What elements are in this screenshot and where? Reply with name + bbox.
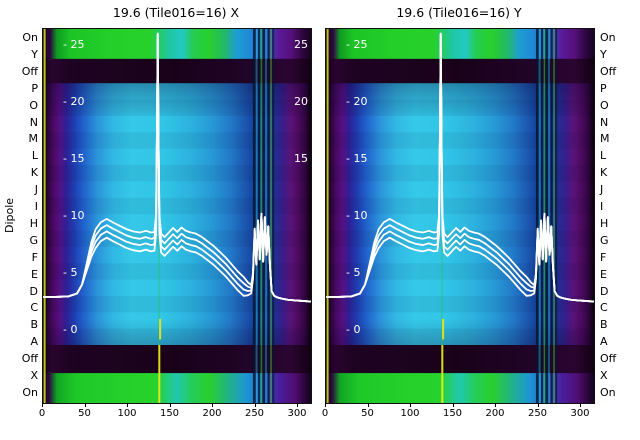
power-tick-label-left: - 5 (63, 266, 78, 279)
x-tick-mark (254, 403, 256, 407)
x-tick-label: 250 (527, 408, 548, 419)
row-label-left: Y (31, 47, 38, 61)
x-tick-label: 300 (287, 408, 307, 419)
x-tick-mark (367, 403, 369, 407)
row-label-right: D (600, 284, 609, 298)
x-tick-mark (495, 403, 496, 407)
row-label-left: N (29, 115, 38, 129)
power-tick-label-left: - 20 (63, 95, 85, 108)
row-label-left: L (31, 149, 38, 163)
x-tick-label: 150 (442, 408, 463, 419)
row-label-left: A (30, 335, 38, 349)
row-label-right: H (600, 216, 609, 230)
power-tick-label-left: - 15 (63, 152, 85, 165)
row-label-left: B (30, 318, 38, 332)
heatmap-canvas-y (326, 29, 594, 403)
row-label-right: On (600, 31, 616, 44)
x-tick-mark (42, 403, 43, 407)
power-tick-label-left: - 10 (346, 209, 368, 222)
row-label-left: J (34, 183, 38, 197)
heatmap-panel-y: - 25 - 20 - 15 - 10 - 5 - 0 (325, 28, 595, 404)
x-tick-label: 200 (202, 408, 222, 419)
row-label-left: Off (21, 64, 38, 78)
row-label-right: N (600, 115, 609, 129)
row-label-left: E (31, 267, 38, 281)
row-label-left: H (29, 216, 38, 230)
x-tick-label: 100 (400, 408, 420, 419)
power-tick-label-left: - 0 (63, 323, 78, 336)
row-label-right: Off (600, 64, 617, 78)
power-tick-label-left: - 5 (346, 266, 361, 279)
panel-title-x: 19.6 (Tile016=16) X (112, 5, 240, 20)
row-label-left: Off (21, 352, 38, 366)
row-label-right: J (600, 183, 604, 197)
power-tick-label-left: - 25 (63, 38, 85, 51)
power-tick-label-left: - 0 (346, 323, 361, 336)
row-label-right: Y (600, 47, 607, 61)
panel-title-y: 19.6 (Tile016=16) Y (396, 5, 522, 20)
row-label-right: C (600, 301, 608, 315)
x-tick-mark (297, 403, 298, 407)
row-label-right: X (600, 369, 608, 383)
row-label-left: P (31, 81, 38, 95)
heatmap-canvas-x (43, 29, 311, 403)
x-tick-mark (452, 403, 454, 407)
row-label-left: M (28, 132, 39, 146)
row-label-right: E (600, 267, 607, 281)
row-label-left: C (30, 301, 38, 315)
x-tick-label: 200 (485, 408, 505, 419)
x-tick-mark (537, 403, 539, 407)
power-tick-label-left: - 25 (346, 38, 368, 51)
row-label-right: F (600, 250, 607, 264)
power-tick-label-right: 25 (294, 38, 308, 51)
row-label-right: L (600, 149, 607, 163)
x-tick-mark (325, 403, 326, 407)
row-label-right: M (600, 132, 610, 146)
row-label-left: O (29, 98, 38, 112)
row-label-right: On (600, 386, 616, 399)
x-tick-mark (212, 403, 213, 407)
x-tick-label: 0 (38, 408, 46, 419)
row-label-left: X (30, 369, 38, 383)
row-label-right: K (600, 166, 608, 180)
row-label-right: P (600, 81, 607, 95)
x-tick-mark (84, 403, 86, 407)
x-tick-mark (580, 403, 581, 407)
row-label-right: A (600, 335, 608, 349)
x-tick-mark (169, 403, 171, 407)
power-tick-label-right: 20 (294, 95, 308, 108)
x-tick-mark (410, 403, 411, 407)
x-tick-label: 0 (321, 408, 329, 419)
row-label-left: K (30, 166, 38, 180)
row-label-left: F (31, 250, 38, 264)
x-tick-label: 150 (159, 408, 180, 419)
x-tick-label: 250 (244, 408, 265, 419)
row-label-left: I (34, 200, 38, 214)
x-tick-label: 50 (78, 408, 91, 419)
power-tick-label-left: - 15 (346, 152, 368, 165)
power-tick-label-right: 15 (294, 152, 308, 165)
power-tick-label-left: - 20 (346, 95, 368, 108)
power-tick-label-left: - 10 (63, 209, 85, 222)
row-label-left: D (29, 284, 38, 298)
x-tick-label: 50 (361, 408, 374, 419)
x-tick-label: 100 (117, 408, 137, 419)
row-label-right: Off (600, 352, 617, 366)
x-tick-mark (127, 403, 128, 407)
row-label-right: O (600, 98, 609, 112)
row-label-left: On (22, 31, 38, 44)
row-label-right: G (600, 233, 609, 247)
row-label-left: G (29, 233, 38, 247)
row-label-right: B (600, 318, 608, 332)
x-tick-label: 300 (570, 408, 590, 419)
row-label-right: I (600, 200, 604, 214)
row-label-left: On (22, 386, 38, 399)
heatmap-panel-x: - 25 - 20 - 15 - 10 - 5 - 0 25 20 15 (42, 28, 312, 404)
